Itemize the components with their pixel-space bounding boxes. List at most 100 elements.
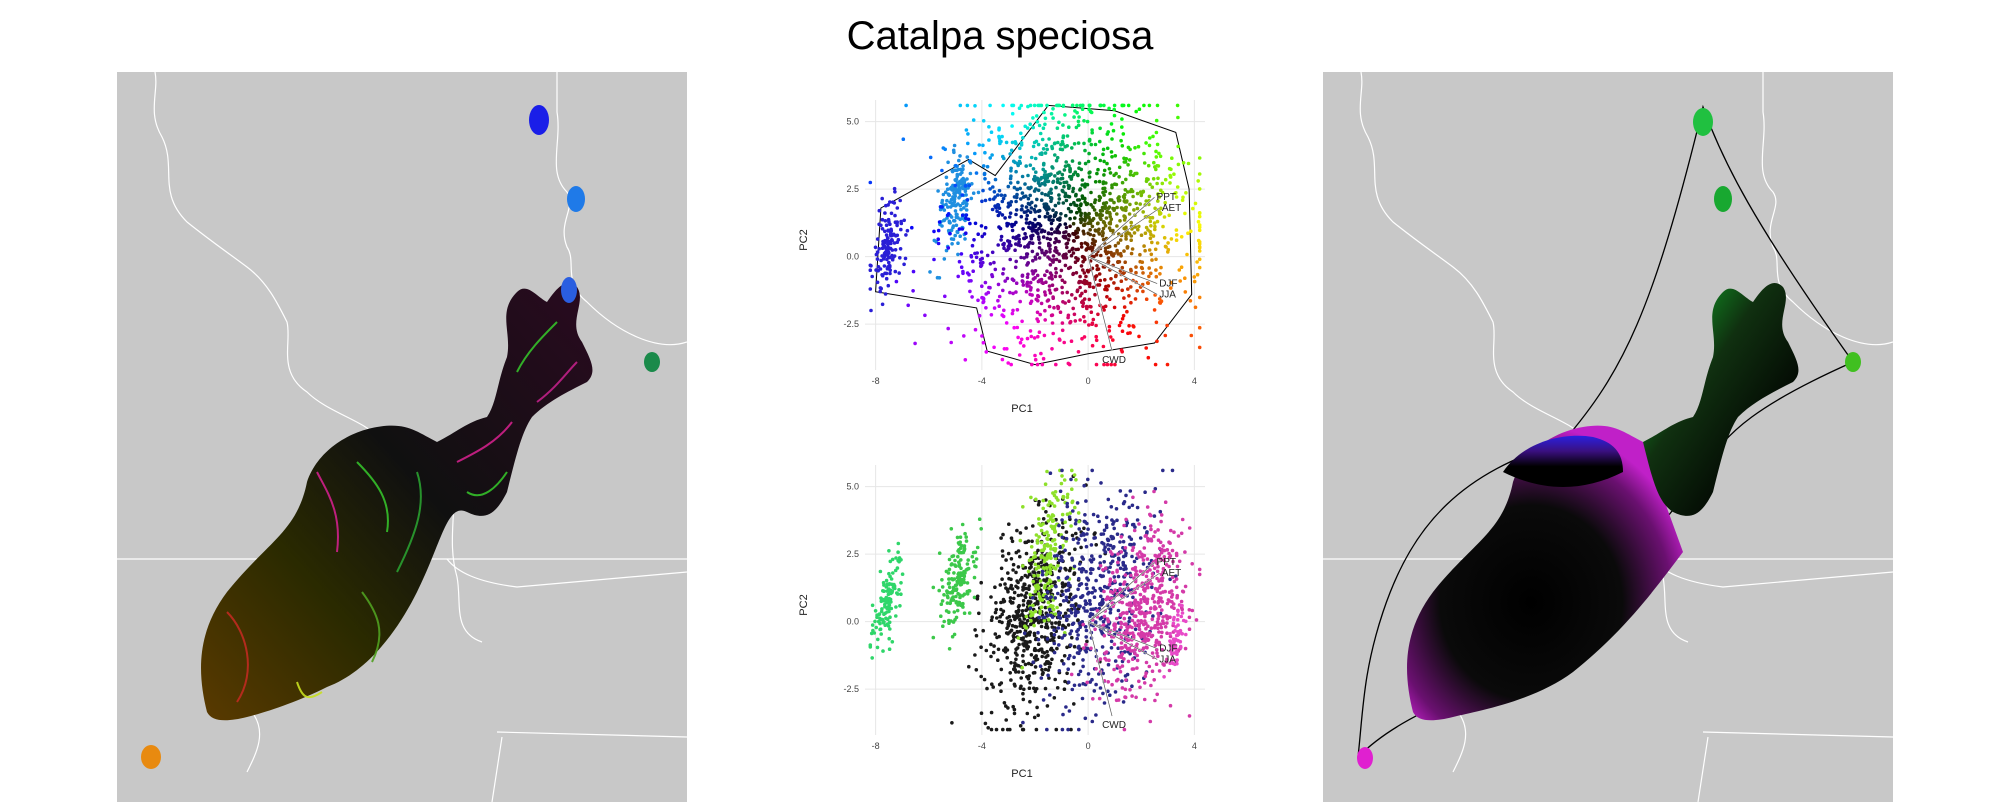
- data-point: [1088, 602, 1092, 606]
- data-point: [1082, 483, 1086, 488]
- data-point: [962, 544, 967, 548]
- right-map-panel: [1323, 72, 1893, 802]
- data-point: [1080, 291, 1084, 296]
- data-point: [1037, 615, 1041, 620]
- data-point: [1133, 146, 1137, 150]
- data-point: [1038, 223, 1043, 228]
- data-point: [884, 247, 888, 251]
- data-point: [958, 154, 962, 158]
- data-point: [1197, 249, 1202, 253]
- data-point: [1125, 190, 1130, 194]
- data-point: [1030, 249, 1035, 254]
- data-point: [1064, 213, 1068, 218]
- data-point: [1081, 646, 1086, 650]
- data-point: [1040, 672, 1045, 676]
- data-point: [940, 200, 944, 205]
- data-point: [1069, 603, 1074, 608]
- data-point: [1075, 258, 1080, 263]
- data-point: [1053, 580, 1057, 584]
- data-point: [1103, 566, 1108, 570]
- data-point: [1080, 595, 1084, 599]
- data-point: [967, 279, 971, 283]
- data-point: [972, 238, 976, 242]
- data-point: [1193, 305, 1198, 310]
- data-point: [1109, 198, 1114, 202]
- data-point: [1041, 615, 1045, 620]
- data-point: [999, 667, 1004, 672]
- data-point: [1045, 660, 1049, 664]
- data-point: [1085, 639, 1089, 644]
- data-point: [1022, 344, 1026, 348]
- data-point: [1152, 308, 1157, 312]
- range-shape: [201, 282, 593, 721]
- data-point: [1106, 538, 1110, 543]
- data-point: [1174, 238, 1179, 242]
- data-point: [1169, 595, 1174, 599]
- x-axis-label: PC1: [1011, 403, 1032, 415]
- data-point: [1045, 727, 1049, 732]
- data-point: [1031, 596, 1035, 600]
- data-point: [1010, 111, 1015, 116]
- data-point: [1049, 613, 1053, 618]
- data-point: [1003, 216, 1007, 220]
- data-point: [957, 259, 962, 264]
- data-point: [1067, 249, 1072, 254]
- data-point: [1060, 512, 1065, 517]
- data-point: [1103, 246, 1108, 251]
- data-point: [1147, 103, 1152, 108]
- data-point: [935, 275, 940, 280]
- data-point: [1049, 187, 1053, 192]
- data-point: [1152, 160, 1156, 165]
- data-point: [1089, 305, 1093, 309]
- data-point: [1127, 619, 1131, 624]
- data-point: [1126, 659, 1131, 664]
- data-point: [1067, 164, 1071, 168]
- y-tick-label: 0.0: [846, 617, 859, 627]
- data-point: [1083, 716, 1088, 721]
- data-point: [1061, 300, 1065, 304]
- data-point: [1178, 279, 1182, 283]
- data-point: [1122, 616, 1127, 621]
- data-point: [1066, 614, 1071, 618]
- data-point: [1066, 315, 1070, 320]
- data-point: [1109, 277, 1113, 281]
- data-point: [1115, 248, 1119, 253]
- data-point: [1012, 195, 1017, 199]
- data-point: [1099, 594, 1103, 599]
- data-point: [973, 151, 977, 156]
- data-point: [1067, 709, 1072, 713]
- data-point: [999, 681, 1004, 685]
- data-point: [950, 721, 954, 725]
- data-point: [1070, 635, 1074, 640]
- data-point: [1071, 251, 1076, 255]
- data-point: [1045, 639, 1050, 644]
- data-point: [886, 283, 891, 288]
- data-point: [1077, 583, 1082, 588]
- data-point: [1185, 252, 1189, 257]
- data-point: [1060, 535, 1065, 540]
- data-point: [996, 203, 1000, 207]
- data-point: [1019, 131, 1023, 136]
- data-point: [1081, 223, 1086, 228]
- data-point: [1060, 727, 1065, 732]
- x-tick-label: -8: [872, 741, 880, 751]
- data-point: [894, 556, 898, 560]
- data-point: [977, 517, 982, 521]
- data-point: [1021, 720, 1025, 725]
- data-point: [1010, 228, 1015, 233]
- data-point: [1036, 142, 1041, 147]
- data-point: [1102, 633, 1107, 638]
- data-point: [883, 211, 887, 215]
- data-point: [1075, 288, 1080, 292]
- data-point: [1140, 191, 1144, 195]
- data-point: [1181, 195, 1185, 200]
- data-point: [1180, 517, 1185, 522]
- data-point: [1134, 265, 1138, 269]
- data-point: [1014, 199, 1018, 204]
- hull: [875, 104, 1193, 366]
- data-point: [1007, 522, 1011, 526]
- data-point: [943, 294, 947, 299]
- data-point: [877, 247, 881, 251]
- data-point: [1076, 627, 1080, 632]
- data-point: [1039, 351, 1043, 356]
